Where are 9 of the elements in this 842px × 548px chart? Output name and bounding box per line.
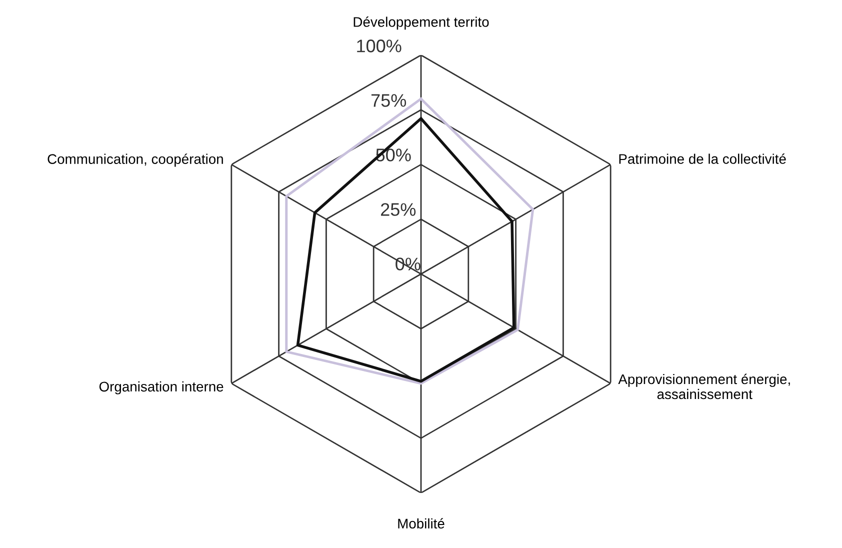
spoke-label: Mobilité (398, 518, 444, 529)
spoke-label: Approvisionnement énergie, assainissement (618, 374, 790, 400)
spoke-label: Organisation interne (99, 381, 224, 394)
spoke-label: Patrimoine de la collectivité (619, 154, 786, 164)
y-tick-label: 25% (381, 203, 416, 216)
y-tick-label: 75% (371, 94, 406, 107)
spoke-label: Communication, coopération (48, 154, 223, 167)
y-tick-label: 100% (357, 40, 402, 52)
spoke-label: Développement territo (354, 16, 489, 30)
